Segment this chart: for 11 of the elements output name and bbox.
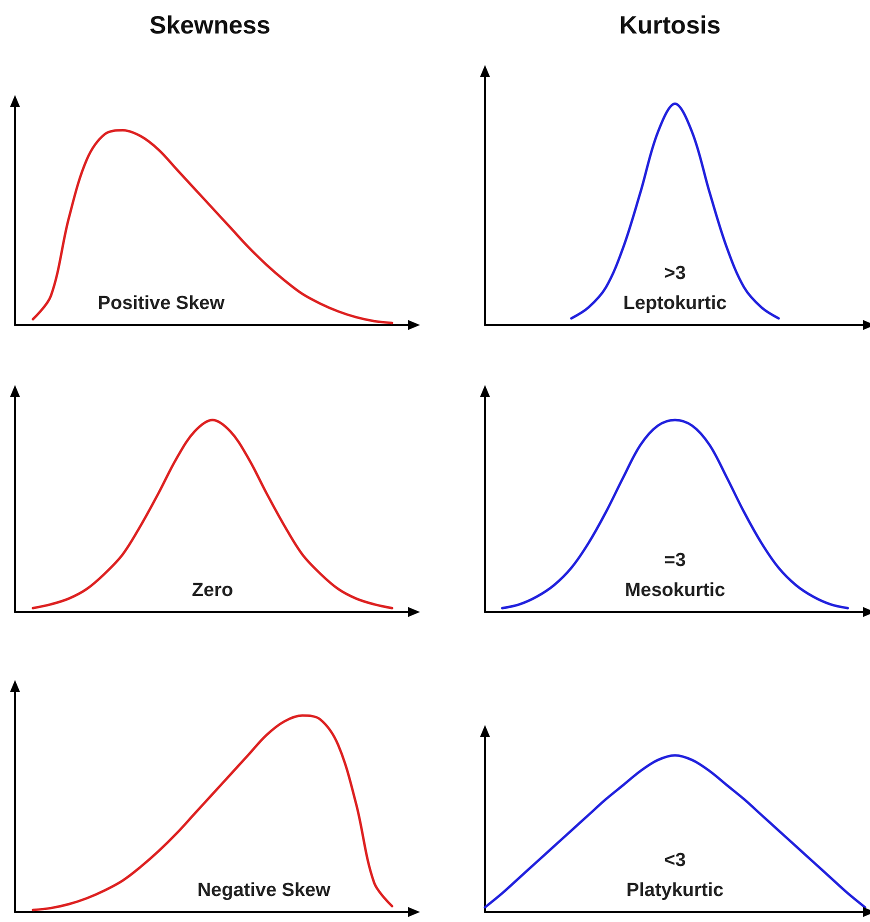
annotation: >3 xyxy=(664,263,686,284)
annotation: Negative Skew xyxy=(197,880,331,901)
chart-title: Kurtosis xyxy=(619,12,721,40)
annotation: Platykurtic xyxy=(626,880,724,901)
annotation: Positive Skew xyxy=(98,293,225,314)
annotation: Zero xyxy=(192,580,234,601)
annotation: Leptokurtic xyxy=(623,293,728,314)
annotation: Mesokurtic xyxy=(624,580,726,601)
annotation: <3 xyxy=(664,850,686,871)
chart-title: Skewness xyxy=(150,12,270,40)
annotation: =3 xyxy=(664,550,686,571)
